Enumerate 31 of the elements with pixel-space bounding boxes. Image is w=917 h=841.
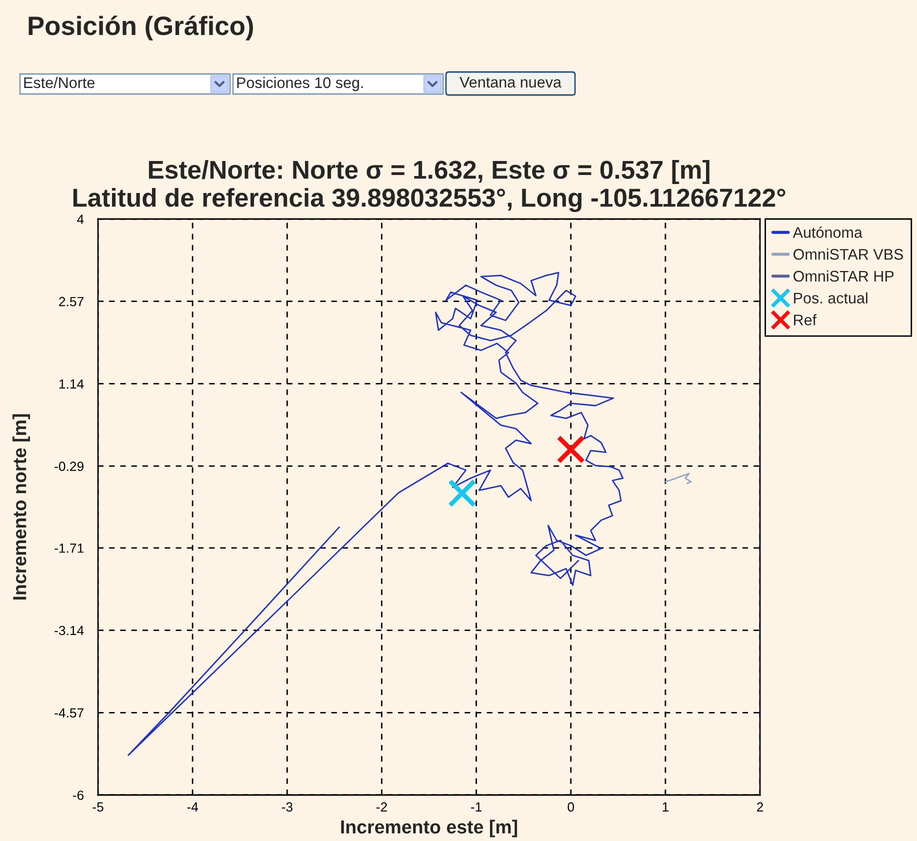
x-tick-label: 0 — [568, 802, 574, 812]
legend-label: Pos. actual — [794, 292, 868, 304]
text: Posición (Gráfico) — [28, 16, 253, 40]
chart-subtitle: Latitud de referencia 39.898032553°, Long -105.112667122° — [73, 188, 786, 212]
text: Ventana nueva — [460, 76, 562, 88]
x-tick-label: -4 — [187, 802, 198, 812]
legend-label: Autónoma — [792, 226, 862, 238]
legend-label: OmniSTAR HP — [794, 270, 894, 282]
text: Posiciones 10 seg. — [237, 76, 363, 92]
chart-title: Este/Norte: Norte σ = 1.632, Este σ = 0.537 [m] — [148, 160, 710, 184]
legend-label: OmniSTAR VBS — [794, 248, 904, 260]
x-tick-label: -3 — [282, 802, 292, 812]
x-tick-label: -1 — [471, 802, 482, 812]
legend-label: Ref — [794, 314, 817, 326]
x-tick-label: -5 — [92, 802, 104, 812]
x-axis-title: Incremento este [m] — [341, 820, 518, 838]
y-tick-label: -6 — [72, 790, 84, 800]
x-tick-label: 2 — [756, 802, 764, 812]
line-series — [664, 472, 692, 484]
y-tick-label: 4 — [77, 214, 84, 224]
y-tick-label: 2.57 — [59, 296, 84, 306]
x-tick-label: -2 — [376, 802, 387, 812]
y-tick-label: -0.29 — [54, 462, 84, 472]
text: Este/Norte — [24, 76, 94, 88]
y-tick-label: -4.57 — [54, 708, 84, 718]
x-tick-label: 1 — [662, 802, 668, 812]
y-tick-label: -1.71 — [54, 544, 84, 553]
line-series — [128, 272, 624, 756]
y-tick-label: -3.14 — [54, 626, 84, 636]
y-axis-title: Incremento norte [m] — [12, 414, 30, 600]
y-tick-label: 1.14 — [59, 379, 84, 389]
